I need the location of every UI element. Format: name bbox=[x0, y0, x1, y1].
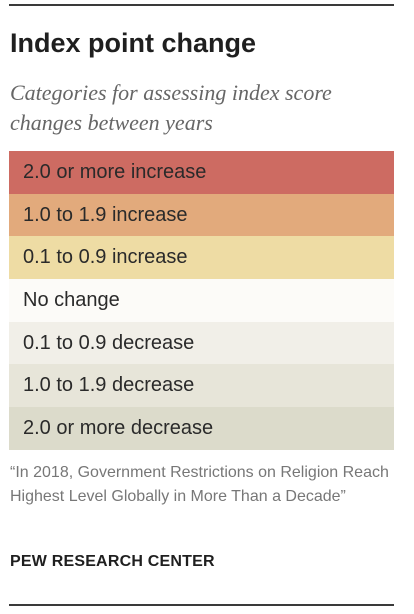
legend-label: 2.0 or more decrease bbox=[23, 416, 214, 439]
legend-label: 0.1 to 0.9 increase bbox=[23, 246, 188, 269]
legend-label: No change bbox=[23, 288, 120, 311]
organization-credit: PEW RESEARCH CENTER bbox=[10, 553, 215, 570]
legend-row-no-change: No change bbox=[9, 279, 394, 322]
legend-label: 0.1 to 0.9 decrease bbox=[23, 331, 195, 354]
top-rule bbox=[9, 4, 394, 6]
legend-table: 2.0 or more increase 1.0 to 1.9 increase… bbox=[9, 151, 394, 450]
legend-row-0.1-to-0.9-increase: 0.1 to 0.9 increase bbox=[9, 236, 394, 280]
legend-row-0.1-to-0.9-decrease: 0.1 to 0.9 decrease bbox=[9, 321, 394, 365]
legend-row-1-to-1.9-increase: 1.0 to 1.9 increase bbox=[9, 193, 394, 237]
page-title: Index point change bbox=[10, 28, 257, 58]
legend-label: 2.0 or more increase bbox=[23, 160, 207, 183]
source-note: “In 2018, Government Restrictions on Rel… bbox=[10, 464, 389, 505]
legend-row-2-or-more-increase: 2.0 or more increase bbox=[9, 151, 394, 194]
legend-label: 1.0 to 1.9 increase bbox=[23, 203, 188, 226]
page-subtitle: Categories for assessing index score cha… bbox=[10, 80, 332, 135]
legend-label: 1.0 to 1.9 decrease bbox=[23, 374, 195, 397]
bottom-rule bbox=[9, 604, 394, 606]
legend-row-2-or-more-decrease: 2.0 or more decrease bbox=[9, 407, 394, 450]
legend-row-1-to-1.9-decrease: 1.0 to 1.9 decrease bbox=[9, 364, 394, 408]
